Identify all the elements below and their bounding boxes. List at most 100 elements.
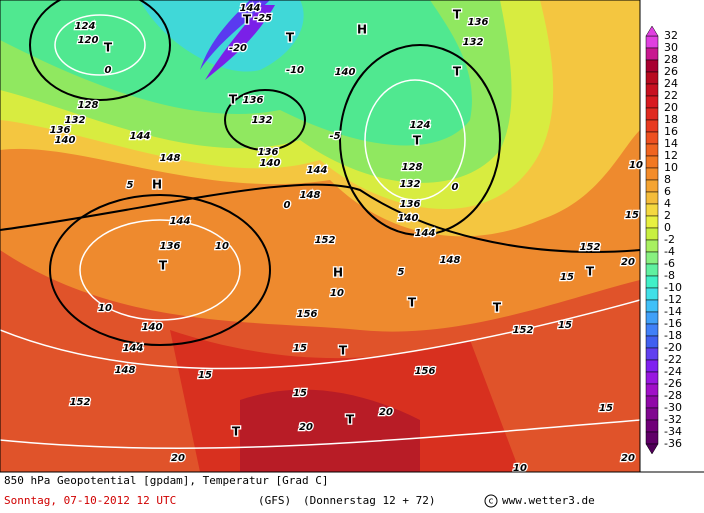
colorbar-label: -6 (664, 257, 675, 270)
pressure-center: T (339, 344, 348, 358)
colorbar-swatch (645, 119, 659, 133)
contour-label: 136 (468, 17, 489, 28)
copyright-icon (484, 494, 498, 508)
pressure-center: T (346, 413, 355, 427)
colorbar-swatch (645, 347, 659, 361)
contour-label: 140 (335, 67, 356, 78)
contour-label: 156 (415, 366, 436, 377)
contour-label: 148 (440, 255, 461, 266)
colorbar-label: -32 (664, 413, 682, 426)
colorbar-label: -16 (664, 317, 682, 330)
colorbar-swatch (645, 371, 659, 385)
contour-label: 144 (415, 228, 436, 239)
colorbar-swatch (645, 275, 659, 289)
contour-label: 144 (123, 343, 144, 354)
colorbar-swatch (645, 47, 659, 61)
colorbar-label: 14 (664, 137, 678, 150)
contour-label: 136 (243, 95, 264, 106)
contour-label: 15 (293, 343, 307, 354)
pressure-center: T (159, 259, 168, 273)
pressure-center: H (357, 23, 367, 37)
colorbar-swatch (645, 431, 659, 445)
colorbar-swatch (645, 323, 659, 337)
contour-label: 144 (240, 3, 261, 14)
contour-label: 20 (621, 453, 635, 464)
contour-label: 15 (560, 272, 574, 283)
contour-label: 140 (260, 158, 281, 169)
colorbar-label: 12 (664, 149, 678, 162)
contour-label: 132 (252, 115, 273, 126)
colorbar-label: 8 (664, 173, 671, 186)
contour-label: 10 (629, 160, 643, 171)
colorbar-swatch (645, 35, 659, 49)
contour-label: 10 (98, 303, 112, 314)
contour-label: 148 (300, 190, 321, 201)
footer-date: Sonntag, 07-10-2012 12 UTC (4, 494, 176, 507)
contour-label: 152 (513, 325, 534, 336)
colorbar-label: 2 (664, 209, 671, 222)
pressure-center: T (413, 134, 422, 148)
contour-label: 136 (400, 199, 421, 210)
contour-label: 15 (293, 388, 307, 399)
contour-label: 140 (142, 322, 163, 333)
colorbar-label: -18 (664, 329, 682, 342)
pressure-center: T (453, 8, 462, 22)
colorbar-swatch (645, 83, 659, 97)
colorbar-swatch (645, 59, 659, 73)
colorbar-label: -28 (664, 389, 682, 402)
colorbar-swatch (645, 107, 659, 121)
colorbar-swatch (645, 227, 659, 241)
pressure-center: T (229, 93, 238, 107)
contour-label: 120 (78, 35, 99, 46)
contour-label: -5 (329, 131, 340, 142)
colorbar-label: -4 (664, 245, 675, 258)
colorbar-label: 26 (664, 65, 678, 78)
colorbar-label: 6 (664, 185, 671, 198)
copyright-glyph: c (488, 497, 493, 507)
contour-label: 140 (398, 213, 419, 224)
footer-site: www.wetter3.de (502, 494, 595, 507)
pressure-center: H (152, 178, 162, 192)
footer-title: 850 hPa Geopotential [gpdam], Temperatur… (4, 474, 329, 487)
colorbar-label: 32 (664, 29, 678, 42)
pressure-center: T (286, 31, 295, 45)
contour-label: 144 (307, 165, 328, 176)
contour-label: 20 (171, 453, 185, 464)
contour-label: 0 (452, 182, 459, 193)
colorbar-arrow-top (645, 25, 659, 37)
colorbar-label: -30 (664, 401, 682, 414)
colorbar-arrow-bottom (645, 443, 659, 455)
pressure-center: T (586, 265, 595, 279)
colorbar-label: 20 (664, 101, 678, 114)
colorbar-swatch (645, 359, 659, 373)
contour-label: 20 (621, 257, 635, 268)
colorbar-label: -22 (664, 353, 682, 366)
colorbar-swatch (645, 395, 659, 409)
colorbar-label: 10 (664, 161, 678, 174)
contour-label: 0 (284, 200, 291, 211)
colorbar-label: -36 (664, 437, 682, 450)
contour-label: 15 (198, 370, 212, 381)
contour-label: 136 (258, 147, 279, 158)
colorbar-swatch (645, 215, 659, 229)
contour-label: 132 (65, 115, 86, 126)
contour-label: 124 (410, 120, 431, 131)
colorbar-swatch (645, 131, 659, 145)
pressure-center: T (104, 41, 113, 55)
colorbar-label: -8 (664, 269, 675, 282)
colorbar-swatch (645, 167, 659, 181)
colorbar-label: 0 (664, 221, 671, 234)
contour-label: 20 (299, 422, 313, 433)
footer-model: (GFS) (258, 494, 291, 507)
contour-label: 132 (400, 179, 421, 190)
colorbar-swatch (645, 299, 659, 313)
colorbar-label: 16 (664, 125, 678, 138)
colorbar-label: -20 (664, 341, 682, 354)
colorbar-swatch (645, 335, 659, 349)
contour-label: 144 (170, 216, 191, 227)
contour-label: 144 (130, 131, 151, 142)
colorbar-swatch (645, 287, 659, 301)
contour-label: 136 (160, 241, 181, 252)
colorbar-swatch (645, 407, 659, 421)
